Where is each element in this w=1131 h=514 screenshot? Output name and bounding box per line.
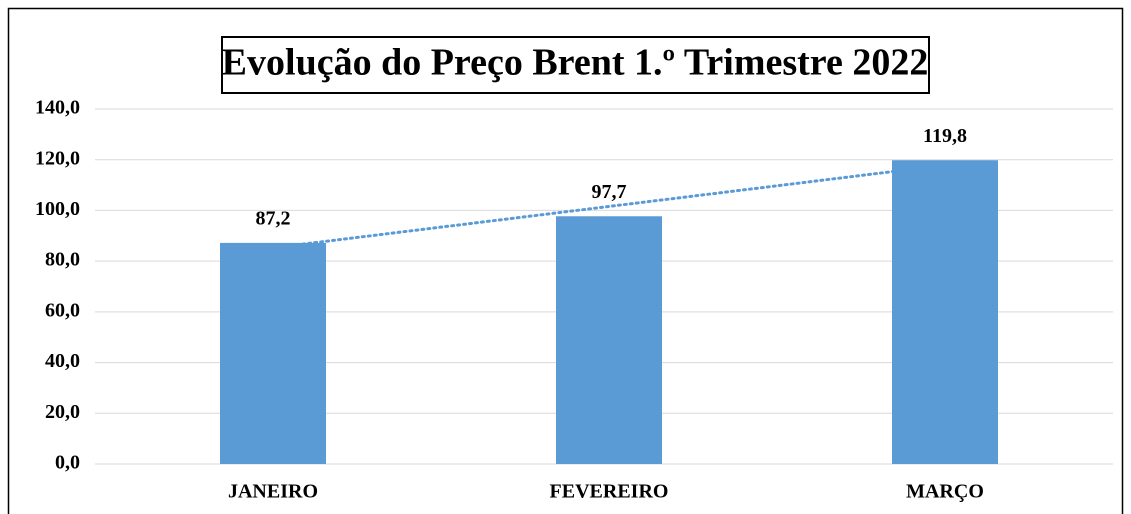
y-tick-label: 80,0 [45, 249, 80, 271]
chart-border [7, 7, 1124, 514]
data-label: 119,8 [923, 125, 967, 147]
y-tick-label: 60,0 [45, 299, 80, 321]
bar [220, 242, 326, 464]
y-tick-label: 100,0 [35, 198, 80, 220]
x-tick-label: MARÇO [906, 481, 984, 503]
chart-title: Evolução do Preço Brent 1.º Trimestre 20… [222, 42, 929, 84]
y-tick-label: 0,0 [55, 452, 80, 474]
trendline [271, 163, 947, 250]
y-tick-label: 140,0 [35, 97, 80, 119]
y-tick-label: 40,0 [45, 350, 80, 372]
x-tick-label: JANEIRO [228, 481, 318, 503]
title-box [221, 36, 930, 94]
x-tick-label: FEVEREIRO [550, 481, 669, 503]
data-label: 87,2 [256, 207, 291, 229]
bar [892, 160, 998, 464]
y-tick-label: 20,0 [45, 401, 80, 423]
data-label: 97,7 [592, 181, 627, 203]
bar [556, 216, 662, 464]
y-tick-label: 120,0 [35, 147, 80, 169]
